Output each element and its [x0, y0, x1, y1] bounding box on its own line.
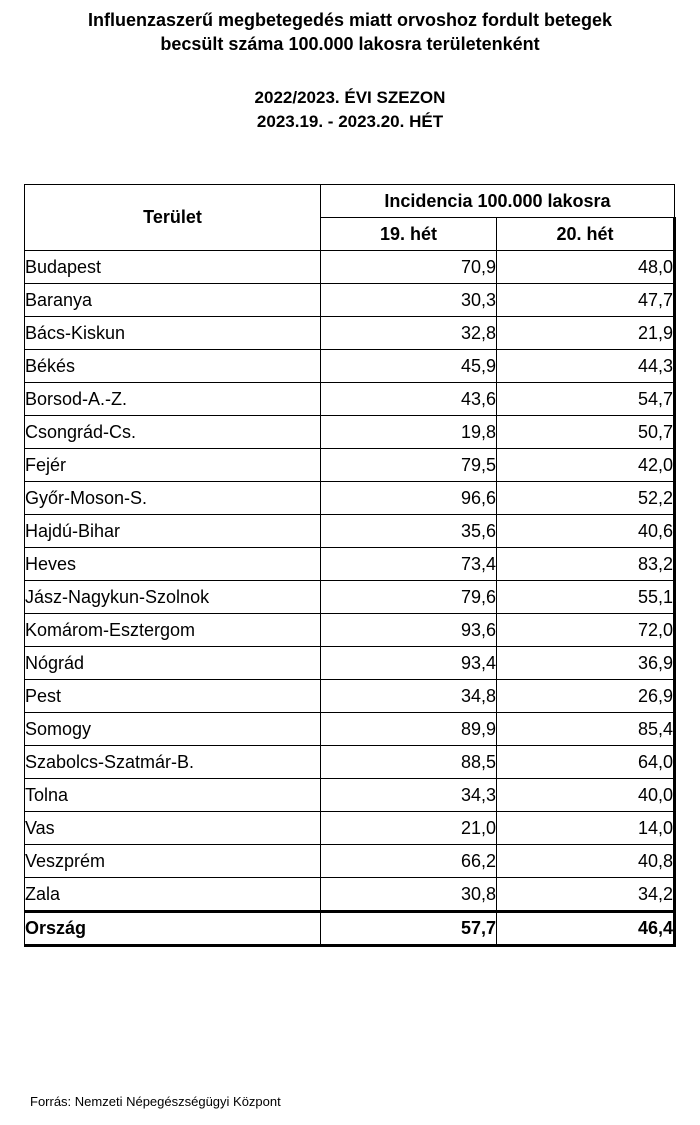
- area-column-header: Terület: [24, 184, 321, 251]
- title-line-1: Influenzaszerű megbetegedés miatt orvosh…: [87, 10, 613, 30]
- week-19-cell: 66,2: [320, 844, 497, 878]
- week-20-cell: 85,4: [496, 712, 676, 746]
- week-20-cell: 44,3: [496, 349, 676, 383]
- week-20-cell: 50,7: [496, 415, 676, 449]
- area-cell: Nógrád: [24, 646, 321, 680]
- area-cell: Somogy: [24, 712, 321, 746]
- area-cell: Komárom-Esztergom: [24, 613, 321, 647]
- area-cell: Bács-Kiskun: [24, 316, 321, 350]
- table-row: Bács-Kiskun 32,8 21,9: [24, 316, 676, 350]
- area-cell: Baranya: [24, 283, 321, 317]
- week-19-cell: 21,0: [320, 811, 497, 845]
- week-20-cell: 36,9: [496, 646, 676, 680]
- week-20-cell: 52,2: [496, 481, 676, 515]
- table-row: Jász-Nagykun-Szolnok 79,6 55,1: [24, 580, 676, 614]
- week-19-cell: 88,5: [320, 745, 497, 779]
- table-row: Baranya 30,3 47,7: [24, 283, 676, 317]
- area-cell: Budapest: [24, 250, 321, 284]
- table-row: Budapest 70,9 48,0: [24, 250, 676, 284]
- week-20-cell: 48,0: [496, 250, 676, 284]
- table-row: Heves 73,4 83,2: [24, 547, 676, 581]
- week-19-cell: 93,4: [320, 646, 497, 680]
- table-row: Csongrád-Cs. 19,8 50,7: [24, 415, 676, 449]
- week-19-cell: 34,3: [320, 778, 497, 812]
- week-20-header: 20. hét: [496, 217, 676, 251]
- week-19-cell: 79,5: [320, 448, 497, 482]
- area-cell: Pest: [24, 679, 321, 713]
- week-19-cell: 30,8: [320, 877, 497, 912]
- season-line-1: 2022/2023. ÉVI SZEZON: [254, 88, 446, 107]
- title-line-2: becsült száma 100.000 lakosra területenk…: [160, 34, 540, 54]
- total-week-19: 57,7: [320, 910, 497, 947]
- week-19-cell: 45,9: [320, 349, 497, 383]
- table-row: Tolna 34,3 40,0: [24, 778, 676, 812]
- total-row: Ország 57,7 46,4: [24, 910, 676, 947]
- total-area: Ország: [24, 910, 321, 947]
- incidence-column-header: Incidencia 100.000 lakosra: [320, 184, 675, 218]
- source-note: Forrás: Nemzeti Népegészségügyi Központ: [30, 1094, 281, 1109]
- area-cell: Fejér: [24, 448, 321, 482]
- week-19-cell: 34,8: [320, 679, 497, 713]
- week-20-cell: 55,1: [496, 580, 676, 614]
- week-19-cell: 93,6: [320, 613, 497, 647]
- week-20-cell: 83,2: [496, 547, 676, 581]
- area-cell: Békés: [24, 349, 321, 383]
- table-row: Szabolcs-Szatmár-B. 88,5 64,0: [24, 745, 676, 779]
- area-cell: Veszprém: [24, 844, 321, 878]
- table-row: Veszprém 66,2 40,8: [24, 844, 676, 878]
- area-cell: Tolna: [24, 778, 321, 812]
- week-20-cell: 47,7: [496, 283, 676, 317]
- week-20-cell: 42,0: [496, 448, 676, 482]
- incidence-table: Terület Incidencia 100.000 lakosra 19. h…: [24, 184, 676, 947]
- week-19-cell: 32,8: [320, 316, 497, 350]
- area-cell: Győr-Moson-S.: [24, 481, 321, 515]
- week-20-cell: 34,2: [496, 877, 676, 912]
- week-20-cell: 54,7: [496, 382, 676, 416]
- week-20-cell: 40,0: [496, 778, 676, 812]
- week-20-cell: 40,8: [496, 844, 676, 878]
- week-19-cell: 79,6: [320, 580, 497, 614]
- table-row: Hajdú-Bihar 35,6 40,6: [24, 514, 676, 548]
- week-20-cell: 26,9: [496, 679, 676, 713]
- week-20-cell: 64,0: [496, 745, 676, 779]
- table-row: Zala 30,8 34,2: [24, 877, 676, 912]
- week-19-cell: 19,8: [320, 415, 497, 449]
- table-row: Komárom-Esztergom 93,6 72,0: [24, 613, 676, 647]
- week-19-cell: 43,6: [320, 382, 497, 416]
- week-19-cell: 89,9: [320, 712, 497, 746]
- area-cell: Hajdú-Bihar: [24, 514, 321, 548]
- table-row: Fejér 79,5 42,0: [24, 448, 676, 482]
- week-19-cell: 35,6: [320, 514, 497, 548]
- table-row: Pest 34,8 26,9: [24, 679, 676, 713]
- week-19-header: 19. hét: [320, 217, 497, 251]
- area-cell: Jász-Nagykun-Szolnok: [24, 580, 321, 614]
- week-19-cell: 30,3: [320, 283, 497, 317]
- area-cell: Szabolcs-Szatmár-B.: [24, 745, 321, 779]
- week-20-cell: 14,0: [496, 811, 676, 845]
- table-row: Győr-Moson-S. 96,6 52,2: [24, 481, 676, 515]
- document-title: Influenzaszerű megbetegedés miatt orvosh…: [0, 8, 700, 56]
- area-cell: Zala: [24, 877, 321, 912]
- season-heading: 2022/2023. ÉVI SZEZON 2023.19. - 2023.20…: [0, 86, 700, 134]
- table-row: Vas 21,0 14,0: [24, 811, 676, 845]
- area-cell: Heves: [24, 547, 321, 581]
- week-20-cell: 40,6: [496, 514, 676, 548]
- table-body: Budapest 70,9 48,0 Baranya 30,3 47,7 Bács-Kisk…: [24, 250, 676, 912]
- table-row: Somogy 89,9 85,4: [24, 712, 676, 746]
- season-line-2: 2023.19. - 2023.20. HÉT: [256, 112, 444, 131]
- week-19-cell: 73,4: [320, 547, 497, 581]
- area-cell: Csongrád-Cs.: [24, 415, 321, 449]
- table-row: Borsod-A.-Z. 43,6 54,7: [24, 382, 676, 416]
- week-19-cell: 96,6: [320, 481, 497, 515]
- week-20-cell: 72,0: [496, 613, 676, 647]
- area-cell: Vas: [24, 811, 321, 845]
- table-row: Nógrád 93,4 36,9: [24, 646, 676, 680]
- total-week-20: 46,4: [496, 910, 676, 947]
- week-19-cell: 70,9: [320, 250, 497, 284]
- table-row: Békés 45,9 44,3: [24, 349, 676, 383]
- week-20-cell: 21,9: [496, 316, 676, 350]
- area-cell: Borsod-A.-Z.: [24, 382, 321, 416]
